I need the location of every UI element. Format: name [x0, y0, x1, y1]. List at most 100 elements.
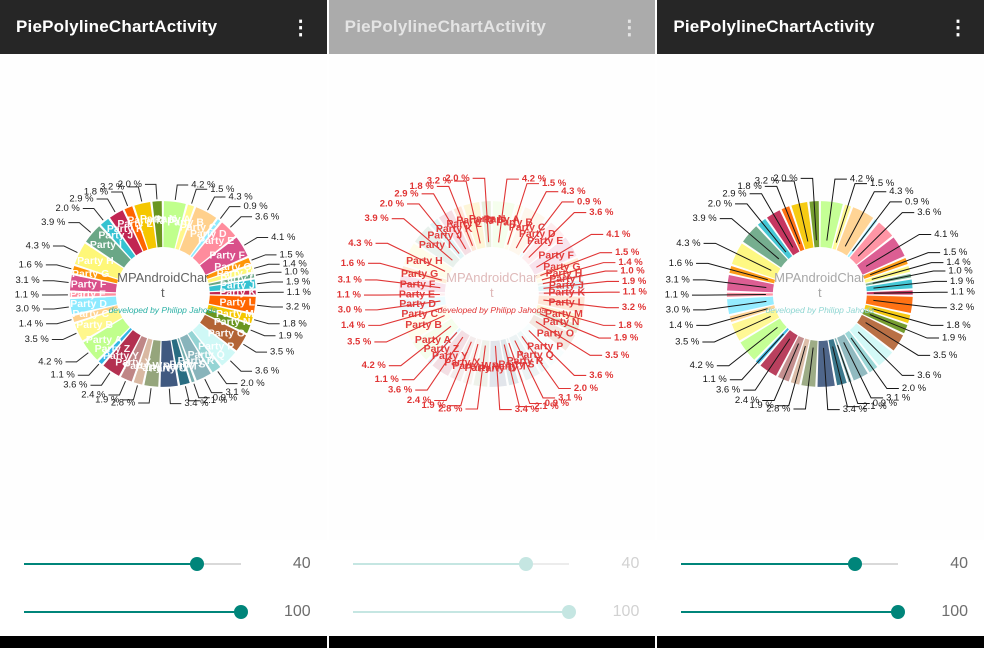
svg-text:Party H: Party H — [77, 256, 114, 267]
svg-text:1.6 %: 1.6 % — [669, 258, 694, 269]
svg-text:t: t — [161, 285, 165, 300]
slider-y[interactable] — [24, 604, 248, 620]
pie-chart-canvas[interactable]: 4.2 % 1.5 % 4.3 % 0.9 % 3.6 % 4.1 % 1.5 % 1.4 %… — [328, 54, 656, 540]
pie-chart-canvas[interactable]: 4.2 % 1.5 % 4.3 % 0.9 % 3.6 % 4.1 % 1.5 % 1.4 %… — [657, 54, 984, 540]
svg-text:1.9 %: 1.9 % — [421, 400, 446, 411]
slider-y-value: 100 — [941, 603, 969, 620]
svg-text:1.8 %: 1.8 % — [84, 187, 109, 198]
slider-fill — [24, 563, 198, 565]
svg-text:Party D: Party D — [519, 229, 556, 240]
slider-y-value: 100 — [612, 603, 640, 620]
svg-text:1.8 %: 1.8 % — [283, 318, 308, 329]
overflow-menu-icon[interactable]: ⋮ — [948, 16, 969, 39]
svg-text:Party L: Party L — [220, 298, 256, 309]
svg-text:3.6 %: 3.6 % — [589, 370, 614, 381]
svg-text:Party L: Party L — [446, 219, 482, 230]
svg-text:Party W: Party W — [452, 361, 491, 372]
svg-text:4.1 %: 4.1 % — [271, 232, 296, 243]
navigation-bar — [657, 636, 984, 648]
svg-text:3.1 %: 3.1 % — [337, 274, 362, 285]
slider-thumb[interactable] — [847, 557, 862, 571]
svg-text:3.5 %: 3.5 % — [270, 347, 295, 358]
svg-text:2.4 %: 2.4 % — [81, 390, 106, 401]
overflow-menu-icon[interactable]: ⋮ — [290, 16, 311, 39]
slider-thumb[interactable] — [519, 557, 533, 571]
slider-x[interactable] — [24, 556, 241, 572]
svg-text:1.6 %: 1.6 % — [19, 259, 44, 270]
svg-text:3.6 %: 3.6 % — [918, 370, 943, 381]
svg-text:Party M: Party M — [127, 216, 165, 227]
svg-text:3.4 %: 3.4 % — [843, 404, 868, 415]
svg-text:0.9 %: 0.9 % — [577, 196, 602, 207]
pie-chart-canvas[interactable]: 4.2 % 1.5 % 4.3 % 0.9 % 3.6 % 4.1 % 1.5 % 1.4 %… — [0, 54, 327, 540]
svg-text:4.2 %: 4.2 % — [690, 360, 715, 371]
slider-y[interactable] — [681, 604, 906, 620]
svg-text:3.2 %: 3.2 % — [100, 181, 125, 192]
svg-text:Party C: Party C — [180, 223, 217, 234]
navigation-bar — [328, 636, 656, 648]
svg-text:1.4 %: 1.4 % — [341, 320, 366, 331]
svg-text:3.1 %: 3.1 % — [666, 274, 691, 285]
slider-x-row: 40 — [0, 540, 327, 588]
svg-text:Party U: Party U — [150, 363, 187, 374]
svg-text:Party O: Party O — [208, 328, 245, 339]
svg-text:Party T: Party T — [163, 362, 199, 373]
svg-text:3.5 %: 3.5 % — [933, 350, 958, 361]
svg-text:1.1 %: 1.1 % — [15, 290, 40, 301]
svg-text:2.8 %: 2.8 % — [438, 403, 463, 414]
svg-text:Party N: Party N — [543, 317, 580, 328]
svg-text:Party W: Party W — [123, 361, 162, 372]
svg-text:1.5 %: 1.5 % — [280, 249, 305, 260]
svg-text:Party B: Party B — [167, 217, 204, 228]
svg-text:2.0 %: 2.0 % — [118, 179, 143, 190]
svg-text:1.5 %: 1.5 % — [615, 247, 640, 258]
svg-text:0.9 %: 0.9 % — [873, 398, 898, 409]
svg-text:developed by Philipp Jahoda: developed by Philipp Jahoda — [766, 305, 875, 315]
svg-text:Party Y: Party Y — [103, 351, 139, 362]
svg-text:3.6 %: 3.6 % — [255, 366, 280, 377]
svg-text:3.2 %: 3.2 % — [622, 302, 647, 313]
svg-text:4.3 %: 4.3 % — [348, 238, 373, 249]
slider-fill — [352, 563, 526, 565]
toolbar: PiePolylineChartActivity ⋮ — [328, 0, 656, 54]
svg-text:Party G: Party G — [543, 262, 580, 273]
svg-text:1.5 %: 1.5 % — [210, 184, 235, 195]
svg-text:1.1 %: 1.1 % — [51, 370, 76, 381]
slider-fill — [681, 563, 855, 565]
svg-text:3.2 %: 3.2 % — [950, 302, 975, 313]
svg-text:Party T: Party T — [492, 362, 528, 373]
svg-text:0.9 %: 0.9 % — [243, 201, 268, 212]
svg-text:Party J: Party J — [220, 281, 255, 292]
slider-thumb[interactable] — [562, 605, 577, 619]
svg-text:3.2 %: 3.2 % — [286, 301, 311, 312]
svg-text:1.1 %: 1.1 % — [336, 290, 361, 301]
slider-x[interactable] — [681, 556, 899, 572]
svg-text:Party B: Party B — [76, 320, 113, 331]
slider-thumb[interactable] — [190, 557, 205, 571]
svg-text:1.1 %: 1.1 % — [374, 374, 399, 385]
screenshot-panel-faded: PiePolylineChartActivity ⋮ 4.2 % 1.5 % 4.3… — [328, 0, 656, 648]
svg-text:2.9 %: 2.9 % — [723, 188, 748, 199]
slider-y-value: 100 — [283, 603, 311, 620]
svg-text:developed by Philipp Jahoda: developed by Philipp Jahoda — [437, 305, 546, 315]
svg-text:Party I: Party I — [549, 274, 581, 285]
svg-text:2.4 %: 2.4 % — [735, 395, 760, 406]
overflow-menu-icon[interactable]: ⋮ — [619, 16, 640, 39]
svg-text:1.4 %: 1.4 % — [19, 318, 44, 329]
svg-text:2.9 %: 2.9 % — [69, 193, 94, 204]
slider-x[interactable] — [352, 556, 570, 572]
svg-text:MPAndroidChar: MPAndroidChar — [775, 270, 867, 285]
svg-text:4.2 %: 4.2 % — [850, 174, 875, 185]
svg-text:3.1 %: 3.1 % — [558, 392, 583, 403]
svg-text:4.3 %: 4.3 % — [561, 186, 586, 197]
slider-thumb[interactable] — [233, 605, 248, 619]
svg-text:Party Y: Party Y — [432, 351, 468, 362]
slider-thumb[interactable] — [891, 605, 906, 619]
svg-text:1.4 %: 1.4 % — [669, 320, 694, 331]
svg-text:1.9 %: 1.9 % — [942, 333, 967, 344]
svg-text:Party D: Party D — [399, 299, 436, 310]
svg-text:Party R: Party R — [506, 356, 543, 367]
slider-y[interactable] — [352, 604, 577, 620]
svg-text:0.9 %: 0.9 % — [544, 398, 569, 409]
svg-text:developed by Philipp Jahoda: developed by Philipp Jahoda — [109, 305, 218, 315]
